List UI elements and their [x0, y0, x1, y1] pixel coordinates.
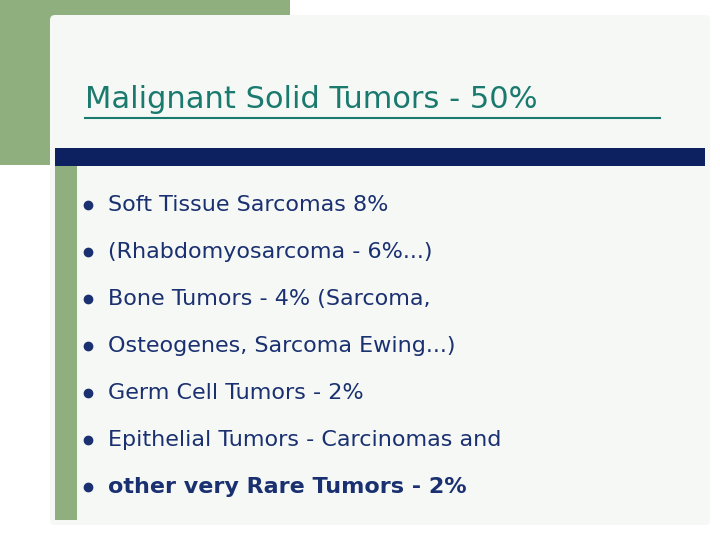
FancyBboxPatch shape — [50, 15, 710, 525]
Text: Bone Tumors - 4% (Sarcoma,: Bone Tumors - 4% (Sarcoma, — [108, 289, 431, 309]
Bar — [55, 148, 705, 166]
Text: Malignant Solid Tumors - 50%: Malignant Solid Tumors - 50% — [85, 85, 538, 114]
Text: Epithelial Tumors - Carcinomas and: Epithelial Tumors - Carcinomas and — [108, 430, 501, 450]
Bar — [55, 155, 77, 520]
Text: Osteogenes, Sarcoma Ewing...): Osteogenes, Sarcoma Ewing...) — [108, 336, 456, 356]
Text: (Rhabdomyosarcoma - 6%...): (Rhabdomyosarcoma - 6%...) — [108, 242, 433, 262]
Text: other very Rare Tumors - 2%: other very Rare Tumors - 2% — [108, 477, 467, 497]
Text: Germ Cell Tumors - 2%: Germ Cell Tumors - 2% — [108, 383, 364, 403]
Text: Soft Tissue Sarcomas 8%: Soft Tissue Sarcomas 8% — [108, 195, 388, 215]
Bar — [0, 0, 290, 165]
